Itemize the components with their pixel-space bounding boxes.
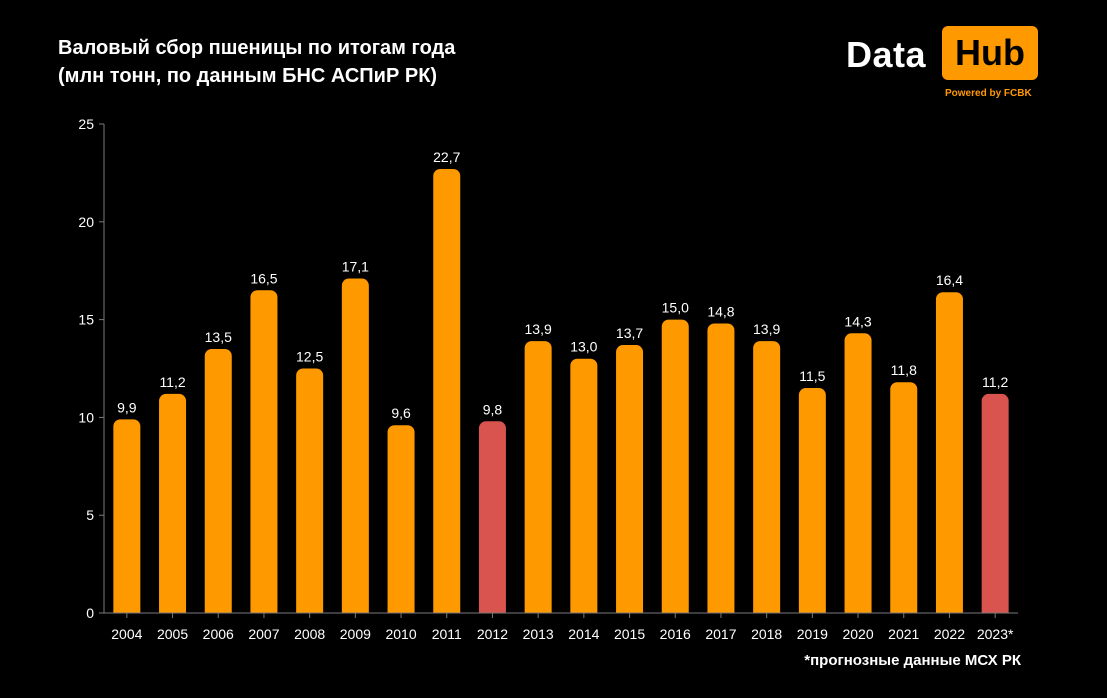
x-tick-label: 2015 [614, 626, 645, 642]
bar-value-label: 13,0 [570, 339, 597, 355]
bar-value-label: 9,9 [117, 399, 137, 415]
bar-value-label: 11,2 [159, 374, 185, 390]
y-tick-label: 25 [78, 116, 94, 132]
y-tick-label: 10 [78, 409, 94, 425]
bar-value-label: 15,0 [662, 300, 689, 316]
x-tick-label: 2008 [294, 626, 325, 642]
bar-value-label: 11,5 [799, 368, 825, 384]
forecast-footnote: *прогнозные данные МСХ РК [804, 652, 1021, 669]
bar [387, 425, 415, 619]
bar [250, 290, 278, 619]
bar [296, 368, 324, 619]
x-tick-label: 2023* [977, 626, 1014, 642]
x-tick-label: 2006 [203, 626, 234, 642]
x-tick-label: 2016 [660, 626, 691, 642]
x-tick-label: 2013 [523, 626, 554, 642]
bar [707, 323, 735, 619]
bar [433, 168, 461, 619]
x-tick-label: 2018 [751, 626, 782, 642]
logo-word-data: Data [846, 34, 927, 75]
x-tick-label: 2020 [842, 626, 873, 642]
bar-value-label: 12,5 [296, 349, 323, 365]
y-tick-label: 5 [86, 507, 94, 523]
x-tick-label: 2004 [111, 626, 142, 642]
x-tick-label: 2014 [568, 626, 599, 642]
bar-value-label: 14,8 [707, 304, 734, 320]
chart-title-line-1: Валовый сбор пшеницы по итогам года [58, 37, 456, 59]
x-tick-label: 2017 [705, 626, 736, 642]
logo-word-hub: Hub [942, 26, 1038, 80]
y-tick-label: 0 [86, 605, 94, 621]
bar-value-label: 16,5 [250, 270, 277, 286]
bar [570, 358, 598, 619]
bar [113, 419, 141, 619]
bar [159, 393, 187, 619]
chart-title-line-2: (млн тонн, по данным БНС АСПиР РК) [58, 65, 438, 87]
x-tick-label: 2011 [432, 626, 462, 642]
y-tick-label: 20 [78, 214, 94, 230]
bar [616, 345, 644, 619]
x-tick-label: 2012 [477, 626, 508, 642]
x-tick-label: 2009 [340, 626, 371, 642]
bar-value-label: 16,4 [936, 272, 963, 288]
bar-value-label: 14,3 [844, 313, 871, 329]
bar [204, 348, 232, 619]
bar [981, 393, 1009, 619]
bar-value-label: 13,9 [525, 321, 552, 337]
x-tick-label: 2007 [248, 626, 279, 642]
bar [341, 278, 369, 619]
bar-value-label: 9,8 [483, 401, 503, 417]
bar [524, 341, 552, 619]
y-tick-label: 15 [78, 312, 94, 328]
datahub-logo: Data Hub Powered by FCBK [846, 26, 1046, 104]
bar [478, 421, 506, 619]
bar-value-label: 17,1 [342, 259, 369, 275]
bar-value-label: 11,8 [891, 362, 917, 378]
bar-value-label: 13,9 [753, 321, 780, 337]
x-tick-label: 2021 [888, 626, 919, 642]
bar [661, 319, 689, 619]
bar-value-label: 22,7 [433, 149, 460, 165]
x-tick-label: 2022 [934, 626, 965, 642]
x-tick-label: 2005 [157, 626, 188, 642]
bar [753, 341, 781, 619]
bar-value-label: 13,7 [616, 325, 643, 341]
bar-value-label: 11,2 [982, 374, 1008, 390]
bar-value-label: 13,5 [205, 329, 232, 345]
bar [890, 382, 918, 619]
bar [844, 333, 872, 619]
logo-tagline: Powered by FCBK [945, 88, 1032, 99]
bar [798, 388, 826, 619]
bar [935, 292, 963, 619]
chart-title: Валовый сбор пшеницы по итогам года (млн… [58, 34, 455, 90]
bar-value-label: 9,6 [391, 405, 411, 421]
x-tick-label: 2010 [385, 626, 416, 642]
x-tick-label: 2019 [797, 626, 828, 642]
